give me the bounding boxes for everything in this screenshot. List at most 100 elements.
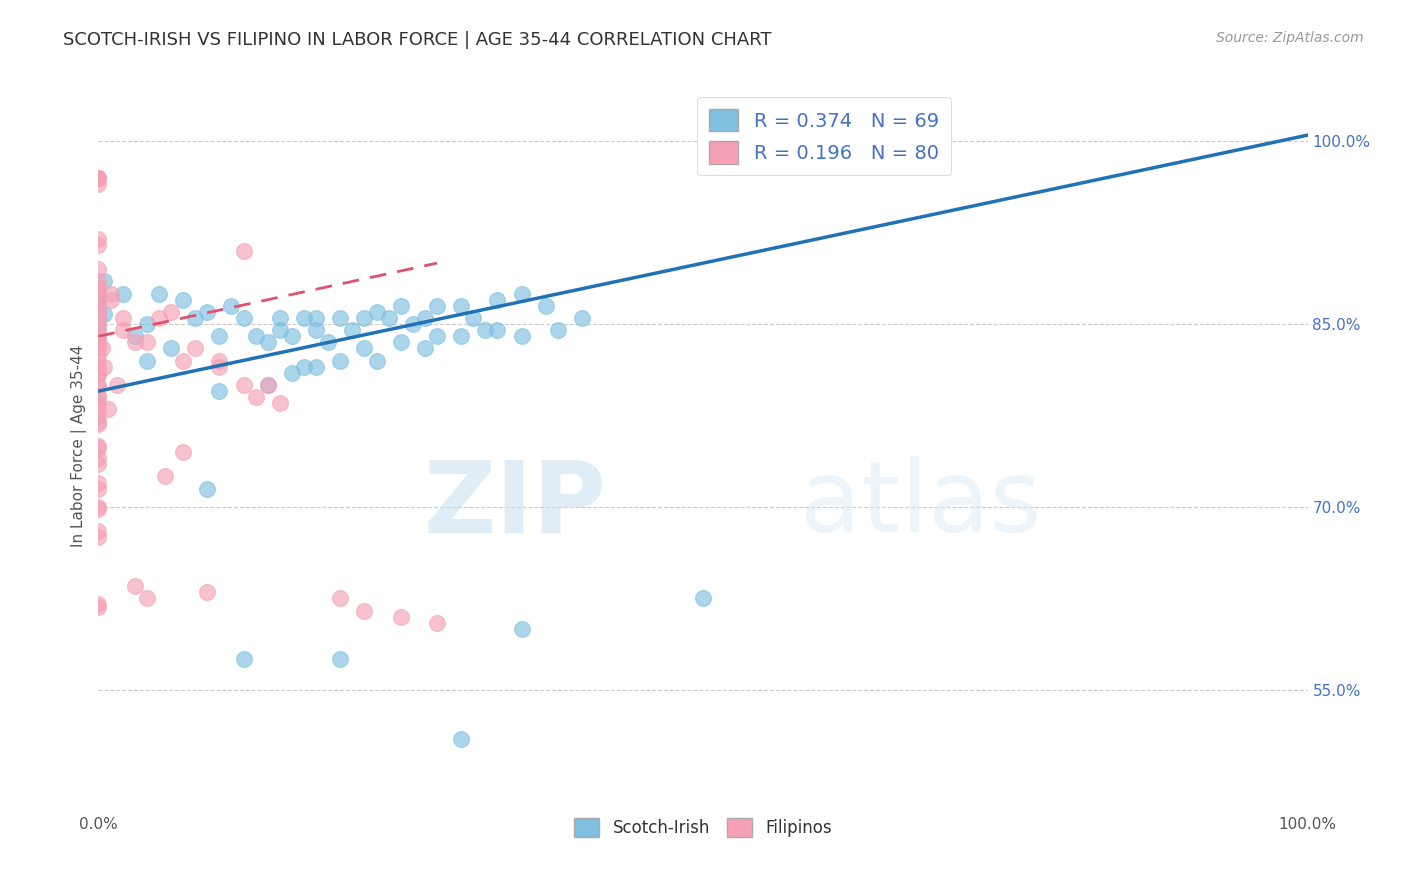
Point	[87, 598, 110, 612]
Point	[135, 317, 157, 331]
Point	[87, 290, 110, 304]
Point	[547, 323, 569, 337]
Point	[366, 305, 388, 319]
Point	[510, 286, 533, 301]
Point	[124, 579, 146, 593]
Point	[389, 335, 412, 350]
Point	[329, 353, 352, 368]
Point	[87, 530, 110, 544]
Point	[426, 299, 449, 313]
Point	[450, 731, 472, 746]
Point	[402, 317, 425, 331]
Point	[389, 609, 412, 624]
Point	[232, 652, 254, 666]
Point	[87, 280, 110, 294]
Point	[534, 299, 557, 313]
Point	[245, 329, 267, 343]
Point	[305, 323, 328, 337]
Point	[510, 329, 533, 343]
Point	[87, 415, 110, 429]
Point	[87, 299, 110, 313]
Point	[377, 311, 399, 326]
Point	[97, 402, 120, 417]
Point	[87, 275, 110, 289]
Point	[292, 311, 315, 326]
Point	[87, 170, 110, 185]
Text: atlas: atlas	[800, 456, 1042, 553]
Point	[87, 335, 110, 350]
Point	[87, 417, 110, 431]
Point	[87, 332, 110, 346]
Point	[135, 335, 157, 350]
Point	[87, 311, 110, 326]
Point	[426, 329, 449, 343]
Point	[87, 502, 110, 516]
Point	[195, 585, 218, 599]
Point	[87, 390, 110, 404]
Text: Source: ZipAtlas.com: Source: ZipAtlas.com	[1216, 31, 1364, 45]
Point	[87, 388, 110, 402]
Point	[87, 293, 110, 307]
Point	[87, 170, 110, 185]
Point	[281, 366, 304, 380]
Point	[100, 286, 122, 301]
Point	[87, 396, 110, 410]
Text: SCOTCH-IRISH VS FILIPINO IN LABOR FORCE | AGE 35-44 CORRELATION CHART: SCOTCH-IRISH VS FILIPINO IN LABOR FORCE …	[63, 31, 772, 49]
Point	[87, 297, 110, 311]
Point	[232, 311, 254, 326]
Point	[292, 359, 315, 374]
Point	[87, 342, 110, 356]
Point	[316, 335, 339, 350]
Point	[93, 307, 115, 321]
Point	[195, 482, 218, 496]
Point	[153, 469, 176, 483]
Point	[87, 348, 110, 362]
Point	[148, 311, 170, 326]
Point	[426, 615, 449, 630]
Point	[208, 353, 231, 368]
Point	[353, 311, 375, 326]
Point	[463, 311, 485, 326]
Point	[111, 286, 134, 301]
Point	[87, 329, 110, 343]
Point	[124, 329, 146, 343]
Point	[172, 445, 194, 459]
Point	[571, 311, 593, 326]
Point	[87, 439, 110, 453]
Point	[87, 305, 110, 319]
Point	[87, 311, 110, 326]
Point	[87, 170, 110, 185]
Point	[87, 402, 110, 417]
Point	[87, 317, 110, 331]
Point	[305, 359, 328, 374]
Point	[87, 451, 110, 466]
Point	[329, 311, 352, 326]
Point	[510, 622, 533, 636]
Point	[87, 458, 110, 472]
Point	[450, 299, 472, 313]
Point	[160, 342, 183, 356]
Y-axis label: In Labor Force | Age 35-44: In Labor Force | Age 35-44	[72, 345, 87, 547]
Point	[692, 591, 714, 606]
Point	[281, 329, 304, 343]
Legend: Scotch-Irish, Filipinos: Scotch-Irish, Filipinos	[568, 811, 838, 844]
Point	[135, 353, 157, 368]
Point	[124, 335, 146, 350]
Point	[87, 280, 110, 294]
Point	[148, 286, 170, 301]
Point	[329, 652, 352, 666]
Point	[256, 378, 278, 392]
Point	[87, 170, 110, 185]
Point	[87, 409, 110, 423]
Point	[87, 319, 110, 334]
Point	[269, 396, 291, 410]
Point	[353, 342, 375, 356]
Point	[195, 305, 218, 319]
Point	[87, 378, 110, 392]
Point	[87, 232, 110, 246]
Point	[172, 353, 194, 368]
Point	[87, 442, 110, 456]
Point	[269, 323, 291, 337]
Point	[486, 293, 509, 307]
Point	[87, 329, 110, 343]
